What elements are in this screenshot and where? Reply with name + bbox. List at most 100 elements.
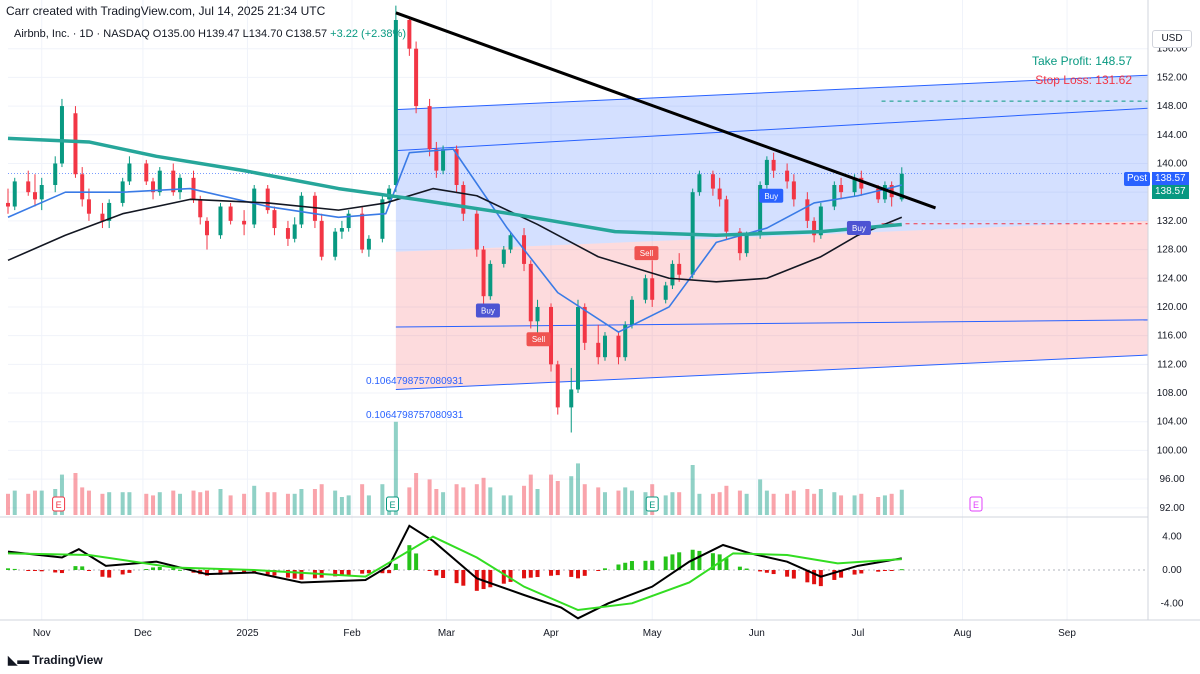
series-ma-fast: [7, 148, 902, 333]
volume-bar: [393, 421, 398, 515]
tradingview-logo-icon: ◣▬: [8, 653, 30, 667]
volume-bar: [346, 495, 351, 515]
volume-bar: [508, 495, 513, 515]
macd-histogram-bar: [59, 570, 64, 574]
macd-histogram-bar: [265, 570, 270, 575]
volume-bar: [602, 492, 607, 515]
candle-body: [582, 306, 587, 343]
candle-body: [474, 213, 479, 250]
macd-histogram-bar: [677, 552, 682, 570]
candle-body: [434, 149, 439, 171]
time-tick-label: May: [643, 628, 662, 639]
time-tick-label: 2025: [236, 628, 259, 639]
candle-body: [899, 173, 904, 200]
signal-buy-text: Buy: [481, 307, 495, 316]
macd-histogram-bar: [596, 570, 601, 571]
volume-bar: [717, 492, 722, 515]
post-market-label: Post: [1124, 172, 1151, 186]
macd-histogram-bar: [643, 560, 648, 570]
candle-body: [791, 181, 796, 200]
macd-histogram-bar: [876, 570, 881, 572]
volume-bar: [744, 493, 749, 515]
candle-body: [204, 220, 209, 236]
earnings-text: E: [56, 500, 62, 510]
macd-histogram-bar: [366, 570, 371, 574]
volume-bar: [576, 463, 580, 515]
time-tick-label: Sep: [1058, 628, 1076, 639]
candle-body: [299, 195, 304, 225]
volume-bar: [677, 492, 682, 515]
candle-body: [171, 170, 176, 193]
macd-histogram-bar: [549, 570, 554, 576]
macd-histogram-bar: [441, 570, 446, 579]
macd-histogram-bar: [582, 570, 587, 576]
volume-bar: [39, 490, 44, 515]
candle-body: [339, 228, 344, 232]
volume-bar: [697, 493, 702, 515]
macd-histogram-bar: [882, 570, 887, 571]
candle-body: [100, 213, 105, 221]
macd-histogram-bar: [737, 566, 742, 570]
macd-histogram-bar: [785, 570, 790, 577]
credit-line: Carr created with TradingView.com, Jul 1…: [6, 4, 326, 18]
candle-body: [785, 170, 790, 182]
tradingview-brand: TradingView: [32, 653, 103, 667]
macd-histogram-bar: [346, 570, 351, 576]
currency-button[interactable]: USD: [1152, 30, 1192, 48]
candle-body: [285, 228, 290, 239]
volume-bar: [643, 492, 648, 515]
volume-bar: [380, 484, 385, 515]
candle-body: [629, 299, 634, 325]
macd-histogram-bar: [299, 570, 304, 580]
volume-bar: [812, 493, 817, 515]
price-tick-label: 92.00: [1159, 503, 1184, 514]
macd-histogram-bar: [414, 553, 419, 570]
macd-histogram-bar: [178, 569, 183, 571]
volume-bar: [785, 493, 790, 515]
candle-body: [366, 238, 371, 250]
volume-bar: [737, 490, 742, 515]
volume-bar: [171, 490, 176, 515]
series-ma-mid: [7, 187, 903, 283]
price-tick-label: 104.00: [1157, 417, 1188, 428]
candle-body: [157, 170, 162, 193]
macd-tick-label: -4.00: [1161, 598, 1184, 609]
tradingview-logo[interactable]: ◣▬ TradingView: [8, 653, 103, 667]
take-profit-label: Take Profit: 148.57: [1031, 54, 1132, 68]
macd-histogram-bar: [629, 561, 634, 570]
macd-histogram-bar: [791, 570, 796, 579]
volume-bar: [710, 493, 715, 515]
volume-bar: [285, 493, 290, 515]
signal-sell-badge: [634, 246, 659, 261]
candle-body: [151, 181, 156, 193]
macd-histogram-bar: [73, 566, 78, 570]
volume-bar: [178, 493, 183, 515]
fib-level-label-1: 0.1064798757080931: [366, 376, 464, 387]
price-tick-label: 108.00: [1157, 388, 1188, 399]
macd-histogram-bar: [12, 568, 17, 570]
candle-body: [218, 206, 223, 236]
macd-histogram-bar: [650, 560, 655, 570]
candle-body: [407, 20, 412, 49]
volume-bar: [434, 489, 439, 515]
volume-bar: [771, 493, 776, 515]
price-tick-label: 132.00: [1157, 216, 1188, 227]
volume-bar: [360, 484, 365, 515]
volume-bar: [616, 490, 621, 515]
signal-sell-badge: [526, 332, 551, 347]
volume-bar: [312, 489, 317, 515]
fib-level-label-2: 0.1064798757080931: [366, 410, 464, 421]
volume-bar: [333, 490, 338, 515]
volume-bar: [299, 489, 304, 515]
volume-bar: [73, 473, 78, 515]
candle-body: [80, 174, 85, 200]
volume-bar: [218, 489, 223, 515]
candle-body: [737, 231, 742, 254]
candle-body: [771, 159, 776, 171]
volume-bar: [32, 490, 37, 515]
macd-histogram-bar: [461, 570, 466, 586]
candle-body: [677, 263, 682, 275]
macd-histogram-bar: [555, 570, 560, 576]
candle-body: [717, 188, 722, 200]
macd-histogram-bar: [218, 570, 223, 575]
